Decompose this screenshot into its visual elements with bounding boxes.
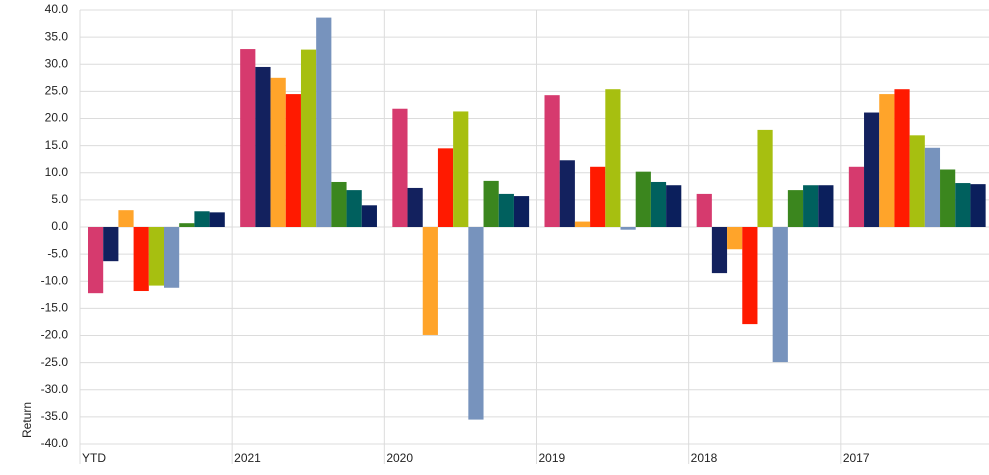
bar <box>711 227 728 274</box>
bar <box>818 185 834 227</box>
bar <box>209 212 225 227</box>
bar <box>179 223 195 227</box>
bar <box>422 227 438 335</box>
bar <box>498 193 514 227</box>
bar <box>164 227 180 288</box>
bar <box>148 227 164 286</box>
bar <box>316 17 332 227</box>
bar <box>955 183 971 227</box>
bar <box>787 190 804 227</box>
bar <box>559 160 575 227</box>
bar <box>924 147 941 227</box>
bar <box>118 210 134 227</box>
bar <box>544 95 560 227</box>
bar <box>346 190 362 227</box>
bar <box>574 221 591 227</box>
bar <box>864 112 880 227</box>
bar <box>970 184 986 227</box>
y-tick-label: 15.0 <box>45 138 69 152</box>
bar <box>666 185 682 227</box>
bar <box>696 193 712 227</box>
bar <box>513 196 530 227</box>
y-tick-label: -30.0 <box>41 382 69 396</box>
x-tick-label: 2017 <box>843 451 870 465</box>
bar <box>894 89 910 227</box>
y-tick-label: 40.0 <box>45 2 69 16</box>
bar <box>285 94 301 228</box>
y-tick-label: -40.0 <box>41 436 69 450</box>
bar <box>803 185 819 227</box>
x-tick-label: 2018 <box>691 451 718 465</box>
y-tick-label: 20.0 <box>45 111 69 125</box>
y-tick-label: -5.0 <box>47 246 68 260</box>
bar <box>605 89 621 227</box>
bar <box>300 49 317 227</box>
bar <box>620 227 636 230</box>
bar <box>194 211 210 227</box>
bar <box>270 77 286 227</box>
x-tick-label: 2020 <box>386 451 413 465</box>
bar <box>742 227 758 325</box>
bar <box>240 49 256 228</box>
y-axis-label: Return <box>20 402 34 438</box>
y-tick-label: 35.0 <box>45 29 69 43</box>
y-tick-label: 5.0 <box>51 192 68 206</box>
y-tick-label: -15.0 <box>41 301 69 315</box>
bar <box>453 111 469 227</box>
bar <box>727 227 743 250</box>
bar <box>483 180 499 227</box>
bar <box>879 94 895 228</box>
y-tick-label: 0.0 <box>51 219 68 233</box>
bar <box>392 108 408 227</box>
y-tick-label: 30.0 <box>45 56 69 70</box>
bar <box>255 66 271 228</box>
bar <box>772 227 788 363</box>
bar <box>103 227 119 262</box>
y-tick-label: -20.0 <box>41 328 69 342</box>
y-tick-label: -25.0 <box>41 355 69 369</box>
y-tick-label: -10.0 <box>41 273 69 287</box>
bar <box>361 205 377 227</box>
bar <box>909 135 925 227</box>
bar <box>407 187 423 227</box>
bar <box>650 181 667 227</box>
bar <box>590 166 606 227</box>
bar <box>331 181 347 227</box>
bar <box>848 166 865 227</box>
bar <box>757 129 773 227</box>
bar <box>437 148 454 227</box>
bar <box>468 227 484 420</box>
bar <box>133 227 149 292</box>
x-tick-label: YTD <box>82 451 106 465</box>
bar <box>940 169 956 227</box>
bar <box>88 227 104 294</box>
bar <box>635 171 651 227</box>
x-tick-label: 2019 <box>539 451 566 465</box>
y-tick-label: 25.0 <box>45 84 69 98</box>
y-tick-label: 10.0 <box>45 165 69 179</box>
y-tick-label: -35.0 <box>41 409 69 423</box>
x-tick-label: 2021 <box>234 451 261 465</box>
